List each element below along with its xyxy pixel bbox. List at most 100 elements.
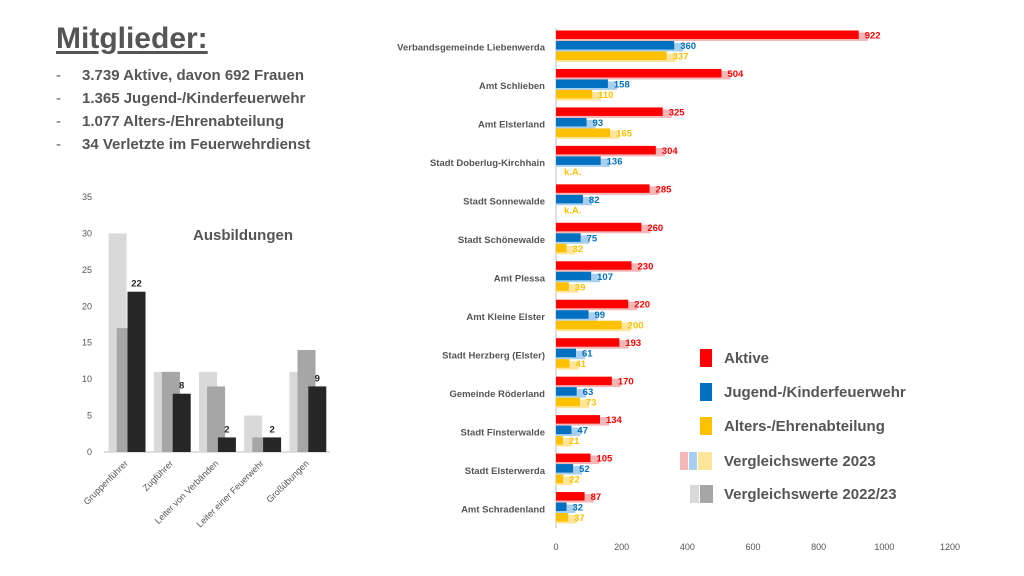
bar — [556, 436, 563, 445]
data-label: 193 — [625, 338, 641, 349]
data-label: 285 — [656, 184, 673, 195]
data-label: 52 — [579, 464, 590, 475]
bar — [217, 437, 236, 452]
y-tick-label: 35 — [82, 192, 92, 202]
y-tick-label: 25 — [82, 265, 92, 275]
x-tick-label: 800 — [811, 542, 826, 552]
legend-swatch — [689, 452, 697, 470]
bar — [556, 474, 564, 484]
bar — [556, 502, 567, 512]
bar — [556, 282, 569, 291]
x-tick-label: 1000 — [874, 542, 894, 552]
data-label: 63 — [583, 387, 594, 398]
category-label: Stadt Finsterwalde — [461, 427, 545, 438]
chart-title-backdrop — [184, 226, 302, 246]
bar — [556, 415, 600, 424]
data-label: 170 — [618, 377, 634, 388]
comparison-bar — [556, 476, 573, 486]
fact-item: - 1.077 Alters-/Ehrenabteilung — [56, 110, 310, 133]
bar — [556, 222, 642, 232]
category-label: Gemeinde Röderland — [449, 389, 545, 400]
data-label: 37 — [574, 513, 585, 524]
bar — [556, 79, 608, 88]
bullet-dash: - — [56, 67, 61, 84]
category-label: Amt Schlieben — [479, 81, 545, 92]
data-label: 110 — [598, 90, 613, 101]
category-label: Amt Plessa — [494, 274, 546, 285]
bar — [556, 348, 577, 358]
x-tick-label: 200 — [614, 542, 629, 552]
bar — [308, 386, 327, 452]
data-label: 22 — [131, 279, 142, 290]
data-label: k.A. — [564, 205, 581, 216]
y-tick-label: 20 — [82, 301, 92, 311]
data-label: 82 — [589, 195, 600, 206]
data-label: 73 — [586, 398, 597, 409]
legend-swatch — [690, 485, 699, 503]
legend-item: Vergleichswerte 2022/23 — [690, 485, 897, 503]
legend-swatch — [700, 383, 712, 401]
bar — [556, 156, 601, 165]
bar — [556, 271, 592, 281]
bar — [556, 41, 675, 50]
data-label: 99 — [595, 310, 606, 321]
bar — [556, 51, 667, 60]
bar — [556, 464, 574, 473]
legend-swatch — [700, 349, 712, 367]
data-label: 360 — [680, 41, 696, 52]
data-label: 32 — [573, 244, 584, 255]
bar — [556, 338, 620, 347]
category-label: Amt Schradenland — [461, 504, 545, 515]
data-label: 230 — [638, 261, 654, 272]
data-label: 93 — [593, 118, 604, 129]
bar — [556, 68, 722, 78]
legend-item: Alters-/Ehrenabteilung — [700, 417, 885, 435]
bar — [556, 184, 650, 193]
data-label: 2 — [224, 424, 229, 435]
data-label: 158 — [614, 79, 630, 90]
bar — [207, 386, 226, 452]
legend-swatch — [700, 417, 712, 435]
x-tick-label: 600 — [745, 542, 760, 552]
bar — [556, 261, 632, 270]
bar — [556, 359, 570, 368]
legend-swatch — [700, 485, 713, 503]
x-tick-label: 400 — [680, 542, 695, 552]
bar — [556, 145, 656, 155]
legend-label: Aktive — [724, 350, 769, 367]
bar — [556, 376, 612, 386]
bar — [263, 437, 282, 452]
facts-list: - 3.739 Aktive, davon 692 Frauen - 1.365 Ju… — [56, 64, 310, 156]
y-tick-label: 15 — [82, 338, 92, 348]
fact-item: - 1.365 Jugend-/Kinderfeuerwehr — [56, 87, 310, 110]
data-label: 304 — [662, 146, 679, 157]
chart-title: Ausbildungen — [193, 227, 293, 244]
category-label: Stadt Doberlug-Kirchhain — [430, 158, 545, 169]
bar — [556, 107, 663, 116]
bar — [556, 320, 622, 330]
legend-label: Jugend-/Kinderfeuerwehr — [724, 384, 906, 401]
y-tick-label: 10 — [82, 374, 92, 384]
legend-swatch — [680, 452, 688, 470]
bar — [556, 492, 585, 501]
data-label: 87 — [591, 492, 602, 503]
y-tick-label: 0 — [87, 447, 92, 457]
data-label: 260 — [647, 223, 663, 234]
legend-label: Alters-/Ehrenabteilung — [724, 418, 885, 435]
legend-label: Vergleichswerte 2023 — [724, 453, 876, 470]
data-label: k.A. — [564, 167, 581, 178]
category-label: Verbandsgemeinde Liebenwerda — [397, 43, 546, 54]
fact-text: 3.739 Aktive, davon 692 Frauen — [82, 67, 305, 84]
bar — [556, 387, 577, 396]
data-label: 75 — [587, 233, 598, 244]
data-label: 8 — [179, 381, 184, 392]
bar — [556, 513, 569, 522]
x-tick-label: 0 — [553, 542, 558, 552]
bar — [556, 117, 587, 127]
bar — [172, 393, 191, 452]
legend-label: Vergleichswerte 2022/23 — [724, 486, 897, 503]
bar — [556, 243, 567, 253]
legend-item: Vergleichswerte 2023 — [680, 452, 876, 470]
